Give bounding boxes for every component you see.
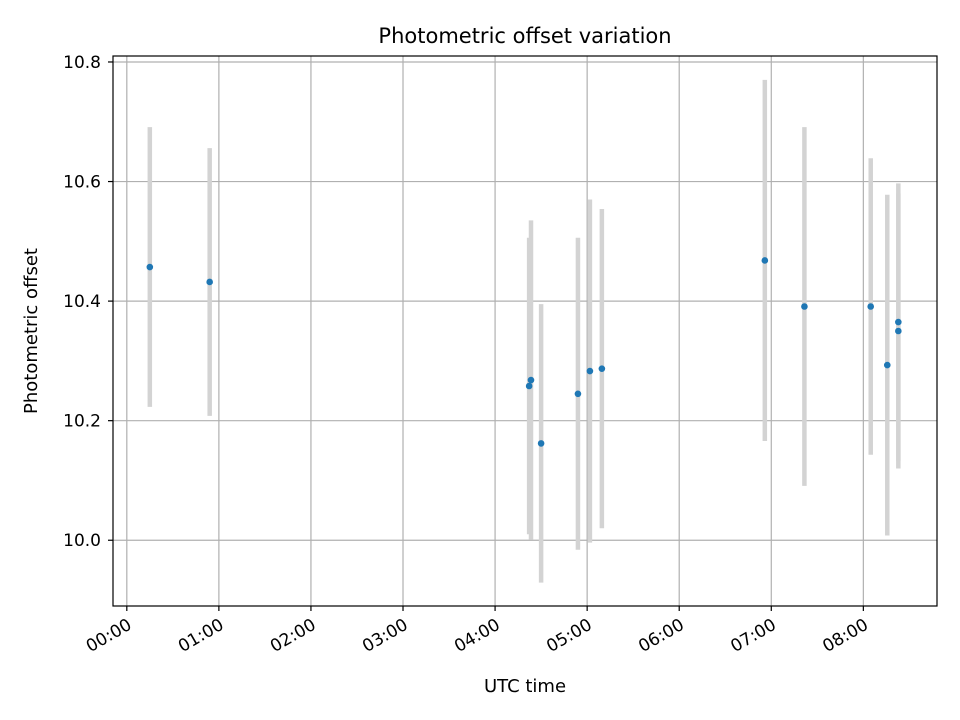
chart-title: Photometric offset variation bbox=[378, 24, 671, 48]
data-point bbox=[598, 365, 606, 372]
y-tick-label: 10.0 bbox=[63, 531, 101, 551]
y-tick-label: 10.4 bbox=[63, 292, 101, 312]
x-axis-label: UTC time bbox=[484, 676, 566, 697]
data-point bbox=[883, 361, 891, 369]
y-tick-label: 10.8 bbox=[63, 53, 101, 73]
data-point bbox=[586, 367, 594, 375]
data-point bbox=[206, 278, 213, 286]
data-point bbox=[895, 318, 902, 326]
data-point bbox=[537, 440, 545, 447]
data-point bbox=[146, 263, 154, 271]
grid-lines bbox=[113, 56, 937, 606]
data-point bbox=[895, 327, 902, 335]
data-point bbox=[867, 303, 875, 310]
data-point bbox=[527, 376, 535, 384]
data-point bbox=[525, 382, 533, 390]
data-point bbox=[761, 257, 769, 264]
y-axis-label: Photometric offset bbox=[21, 248, 42, 414]
plot-frame bbox=[112, 55, 938, 607]
data-point bbox=[801, 303, 808, 310]
data-point bbox=[574, 390, 582, 398]
data-points bbox=[146, 257, 902, 447]
y-tick-label: 10.6 bbox=[63, 173, 101, 193]
y-tick-label: 10.2 bbox=[63, 412, 101, 432]
